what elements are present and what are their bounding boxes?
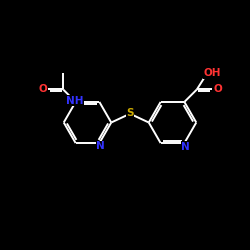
Text: S: S: [126, 108, 134, 118]
Text: NH: NH: [66, 96, 83, 106]
Text: O: O: [38, 84, 47, 94]
Text: O: O: [213, 84, 222, 94]
Text: N: N: [181, 142, 190, 152]
Text: OH: OH: [204, 68, 222, 78]
Text: N: N: [96, 141, 105, 151]
